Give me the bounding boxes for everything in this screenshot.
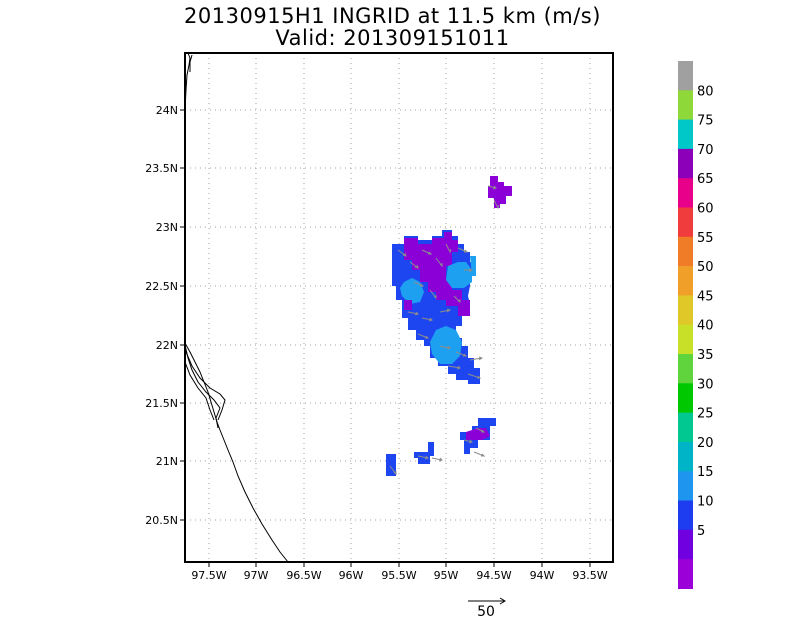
colorbar-swatch [678,471,693,502]
wind-vectors [389,185,500,476]
vector-legend: 50 [468,597,506,618]
x-tick-label: 97.5W [191,569,226,582]
map-panel [184,52,614,563]
colorbar-swatch [678,441,693,472]
y-tick-label: 20.5N [145,514,178,527]
y-tick-label: 21.5N [145,397,178,410]
colorbar-swatch [678,266,693,296]
wind-speed-cells [386,176,512,476]
x-tick-label: 94.5W [476,569,511,582]
colorbar-swatch [678,412,693,443]
x-tick-label: 93.5W [572,569,607,582]
colorbar: 80 75 70 65 60 55 50 45 40 35 30 25 20 15 10 5 [678,61,714,589]
colorbar-swatch [678,178,693,209]
x-tick-label: 96.5W [286,569,321,582]
colorbar-label: 25 [697,407,714,422]
map-title: 20130915H1 INGRID at 11.5 km (m/s) [184,4,601,28]
y-axis-labels: 24N 23.5N 23N 22.5N 22N 21.5N 21N 20.5N [145,104,178,527]
y-tick-label: 21N [156,455,178,468]
colorbar-label: 10 [697,495,714,510]
y-tick-label: 23.5N [145,162,178,175]
colorbar-swatch [678,354,693,384]
y-tick-label: 23N [156,221,178,234]
colorbar-label: 40 [697,319,714,334]
y-tick-label: 24N [156,104,178,117]
x-tick-label: 95W [434,569,459,582]
coastline [184,52,289,563]
colorbar-swatch [678,119,693,150]
colorbar-swatch [678,529,693,560]
colorbar-swatch [678,90,693,121]
colorbar-label: 60 [697,202,714,217]
colorbar-label: 5 [697,524,705,539]
x-tick-label: 95.5W [381,569,416,582]
y-tick-label: 22N [156,339,178,352]
colorbar-label: 45 [697,289,714,304]
colorbar-swatch [678,207,693,238]
colorbar-label: 80 [697,84,714,99]
colorbar-label: 75 [697,114,714,129]
colorbar-swatch [678,500,693,531]
colorbar-swatch [678,324,693,355]
tick-marks [180,109,591,567]
colorbar-label: 50 [697,260,714,275]
colorbar-swatch [678,236,693,267]
colorbar-swatch [678,295,693,326]
colorbar-label: 65 [697,172,714,187]
colorbar-label: 55 [697,231,714,246]
colorbar-swatch [678,383,693,414]
colorbar-label: 70 [697,143,714,158]
x-axis-labels: 97.5W 97W 96.5W 96W 95.5W 95W 94.5W 94W … [191,569,607,582]
x-tick-label: 94W [530,569,555,582]
x-tick-label: 97W [244,569,269,582]
y-tick-label: 22.5N [145,280,178,293]
colorbar-label: 15 [697,465,714,480]
vector-scale-label: 50 [477,604,495,618]
colorbar-swatch [678,559,693,589]
colorbar-swatch [678,148,693,179]
colorbar-label: 20 [697,436,714,451]
x-tick-label: 96W [339,569,364,582]
colorbar-label: 35 [697,348,714,363]
colorbar-label: 30 [697,377,714,392]
map-valid-time: Valid: 201309151011 [275,26,510,50]
colorbar-swatch [678,61,693,91]
